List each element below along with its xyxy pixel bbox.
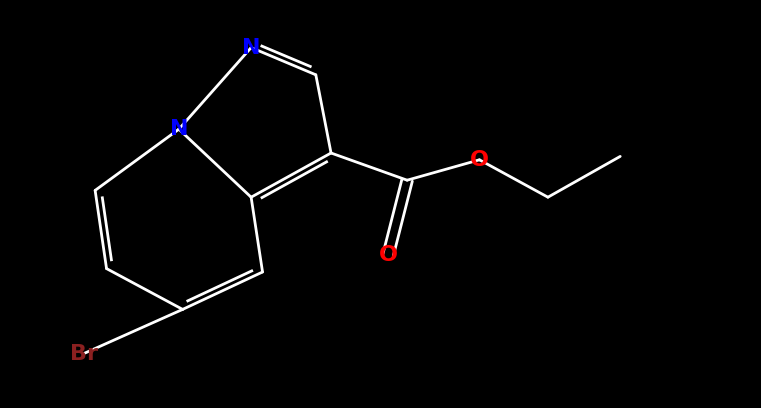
Text: Br: Br xyxy=(70,344,97,364)
Text: O: O xyxy=(379,245,397,265)
Text: N: N xyxy=(242,38,260,58)
Text: N: N xyxy=(170,119,188,139)
Text: O: O xyxy=(470,150,489,170)
